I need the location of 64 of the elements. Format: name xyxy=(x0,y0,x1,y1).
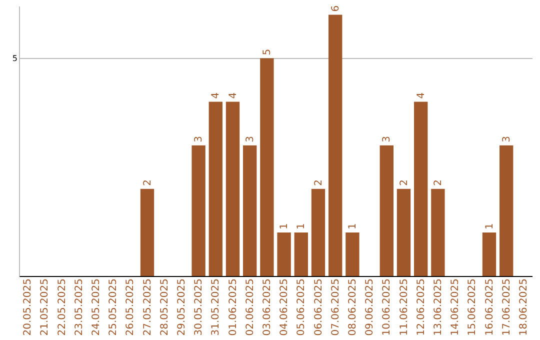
x-tick-label: 22.05.2025 xyxy=(56,278,68,336)
data-label: 4 xyxy=(210,92,222,99)
x-tick-label: 23.05.2025 xyxy=(74,278,85,336)
x-tick-label: 09.06.2025 xyxy=(364,278,376,336)
data-label: 1 xyxy=(296,223,308,230)
bar xyxy=(414,102,428,276)
x-tick-label: 01.06.2025 xyxy=(228,278,239,336)
x-tick-label: 16.06.2025 xyxy=(484,278,496,336)
x-tick-label: 30.05.2025 xyxy=(194,278,205,336)
data-label: 2 xyxy=(313,180,324,186)
data-label: 6 xyxy=(330,5,342,12)
bar xyxy=(277,232,291,276)
bar xyxy=(396,188,411,276)
bar xyxy=(226,102,240,276)
bar xyxy=(192,145,206,276)
x-tick-label: 21.05.2025 xyxy=(40,278,51,336)
bar xyxy=(243,145,257,276)
data-label: 3 xyxy=(382,136,393,142)
x-tick-label: 18.06.2025 xyxy=(518,278,530,336)
bar xyxy=(328,14,342,276)
bar xyxy=(311,188,326,276)
x-tick-label: 04.06.2025 xyxy=(279,278,290,336)
x-tick-label: 17.06.2025 xyxy=(501,278,512,336)
x-tick-label: 07.06.2025 xyxy=(330,278,342,336)
x-tick-label: 29.05.2025 xyxy=(176,278,188,336)
x-tick-label: 11.06.2025 xyxy=(398,278,410,336)
x-tick-label: 15.06.2025 xyxy=(467,278,478,336)
bar xyxy=(260,58,274,276)
x-tick-label: 10.06.2025 xyxy=(382,278,393,336)
bar xyxy=(500,145,514,276)
x-tick-label: 31.05.2025 xyxy=(210,278,222,336)
data-label: 3 xyxy=(501,136,512,142)
data-label: 5 xyxy=(262,48,273,56)
bar xyxy=(431,188,445,276)
x-tick-label: 14.06.2025 xyxy=(450,278,462,336)
x-tick-label: 13.06.2025 xyxy=(432,278,444,336)
x-tick-label: 08.06.2025 xyxy=(347,278,358,336)
data-label: 1 xyxy=(347,223,358,230)
x-tick-label: 02.06.2025 xyxy=(244,278,256,336)
data-label: 4 xyxy=(228,92,239,99)
data-label: 3 xyxy=(244,136,256,142)
data-label: 4 xyxy=(416,92,427,99)
x-tick-label: 27.05.2025 xyxy=(142,278,154,336)
x-tick-label: 26.05.2025 xyxy=(125,278,136,336)
bar xyxy=(294,232,308,276)
bar xyxy=(140,188,154,276)
x-tick-label: 03.06.2025 xyxy=(262,278,273,336)
bar xyxy=(380,145,394,276)
x-tick-label: 06.06.2025 xyxy=(313,278,324,336)
x-tick-label: 25.05.2025 xyxy=(108,278,120,336)
x-tick-label: 28.05.2025 xyxy=(159,278,170,336)
data-label: 1 xyxy=(484,223,496,230)
bar xyxy=(482,232,496,276)
x-tick-label: 20.05.2025 xyxy=(22,278,34,336)
x-tick-label: 05.06.2025 xyxy=(296,278,308,336)
bar xyxy=(208,102,222,276)
bar xyxy=(346,232,360,276)
data-label: 1 xyxy=(279,223,290,230)
data-label: 2 xyxy=(142,180,154,186)
data-label: 3 xyxy=(194,136,205,142)
x-tick-label: 24.05.2025 xyxy=(90,278,102,336)
data-label: 2 xyxy=(398,180,410,186)
x-tick-label: 12.06.2025 xyxy=(416,278,427,336)
data-label: 2 xyxy=(432,180,444,186)
